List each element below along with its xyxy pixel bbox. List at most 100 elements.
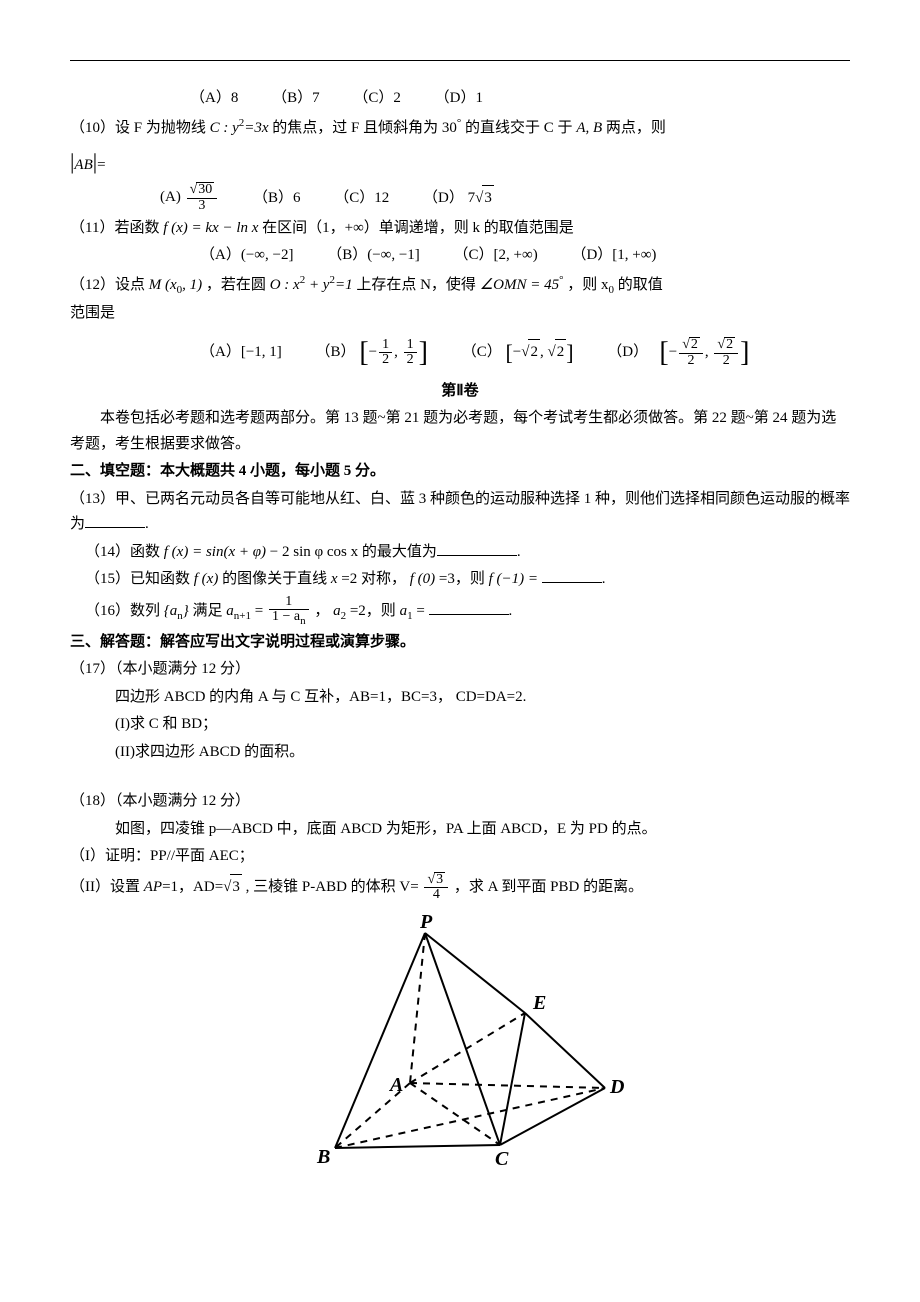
q10-a-den: 3 (187, 199, 218, 214)
q15-fm1: f (−1) = (489, 571, 538, 587)
q12-dr: 2 (724, 337, 735, 353)
q11-options: （A）(−∞, −2] （B）(−∞, −1] （C）[2, +∞) （D）[1… (70, 243, 850, 269)
fig-label-c: C (495, 1148, 509, 1170)
q17-c: (I)求 C 和 BD； (70, 712, 850, 738)
q10-pts: A, B (576, 120, 602, 136)
q18-b: 如图，四凌锥 p—ABCD 中，底面 ABCD 为矩形，PA 上面 ABCD，E… (70, 817, 850, 843)
q16-a: （16）数列 (85, 603, 160, 619)
q12-t3: 上存在点 N，使得 (356, 277, 476, 293)
q12-opt-b: （B） [−12, 12] (316, 329, 428, 377)
q18-d: （II）设置 AP=1，AD=√3 , 三棱锥 P-ABD 的体积 V= √3 … (70, 872, 850, 903)
q9-opt-c: （C）2 (353, 86, 401, 112)
q10-t4: 两点，则 (606, 120, 666, 136)
q15-b: 的图像关于直线 (222, 571, 327, 587)
q16-np1: n+1 (234, 610, 251, 622)
q12-c-lead: （C） (462, 344, 502, 360)
q13-stem: （13）甲、已两名元动员各自等可能地从红、白、蓝 3 种颜色的运动服种选择 1 … (70, 491, 850, 533)
q9-options: （A）8 （B）7 （C）2 （D）1 (70, 86, 850, 112)
q13-blank (85, 512, 145, 528)
q10-eq: = (97, 157, 105, 173)
q15-f0: f (0) (410, 571, 435, 587)
q11-opt-a: （A）(−∞, −2] (200, 243, 293, 269)
q14: （14）函数 f (x) = sin(x + φ) − 2 sin φ cos … (70, 540, 850, 566)
q12-br2: 2 (404, 353, 417, 368)
q11-opt-c: （C）[2, +∞) (454, 243, 538, 269)
q12-bl: 1 (379, 338, 392, 354)
q9-opt-d: （D）1 (435, 86, 483, 112)
q16-an2: } (183, 603, 189, 619)
q12-t4: ，则 x (567, 277, 608, 293)
q15-f: f (x) (194, 571, 219, 587)
q10-a-frac: √30 3 (187, 182, 218, 213)
q12-opt-d: （D） [−√22, √22] (607, 329, 749, 377)
q15-x: x (331, 571, 338, 587)
q12-stem2: 范围是 (70, 301, 850, 327)
q17-d: (II)求四边形 ABCD 的面积。 (70, 740, 850, 766)
q11-t2: 在区间（1，+∞）单调递增，则 k 的取值范围是 (262, 220, 574, 236)
q16-den: 1 − a (272, 609, 300, 624)
q12-opt-a: （A）[−1, 1] (200, 340, 282, 366)
q16-c: ， (314, 603, 329, 619)
q10-a-num: 30 (196, 182, 214, 198)
q10-stem: （10）设 F 为抛物线 C : y2=3x 的焦点，过 F 且倾斜角为 30°… (70, 114, 850, 142)
q12-bl2: 2 (379, 353, 392, 368)
q17-a: （17）（本小题满分 12 分） (70, 657, 850, 683)
q10-angle: 30 (442, 120, 457, 136)
q12-stem: （12）设点 M (x0, 1) ，若在圆 O : x2 + y2=1 上存在点… (70, 271, 850, 300)
q16-den-n: n (300, 615, 306, 627)
q12-o2: + y (305, 277, 329, 293)
q15-c: =2 对称， (341, 571, 406, 587)
q18-d1: （II）设置 (70, 879, 144, 895)
q12-o3: =1 (335, 277, 353, 293)
q10-opt-a: (A) √30 3 (160, 182, 219, 213)
q10-d-val: 7 (468, 190, 476, 206)
q15-a: （15）已知函数 (85, 571, 190, 587)
fig-label-b: B (316, 1146, 330, 1168)
q12-ang: ∠OMN = 45 (480, 277, 559, 293)
q16-e: = (416, 603, 424, 619)
q10-curve: C : y (210, 120, 239, 136)
pyramid-figure: P A B C D E (295, 913, 625, 1173)
q18-a: （18）（本小题满分 12 分） (70, 789, 850, 815)
q12-dr2: 2 (714, 354, 738, 369)
q14-blank (437, 540, 517, 556)
q11-opt-b: （B）(−∞, −1] (327, 243, 420, 269)
q16-s2: 2 (341, 610, 347, 622)
q16: （16）数列 {an} 满足 an+1 = 1 1 − an ， a2 =2，则… (70, 595, 850, 628)
q18-d2: =1，AD= (162, 879, 223, 895)
q12-o: O : x (270, 277, 300, 293)
part2-title: 第Ⅱ卷 (70, 379, 850, 405)
q12-dl: 2 (689, 337, 700, 353)
q10-options: (A) √30 3 （B）6 （C）12 （D） 7√3 (70, 182, 850, 213)
q11-fx: f (x) = kx − ln x (163, 220, 258, 236)
q12-x0: 0 (609, 284, 615, 296)
q12-m2: , 1) (182, 277, 202, 293)
fig-label-e: E (532, 992, 546, 1014)
q12-opt-c: （C） [−√2, √2] (462, 334, 574, 371)
q10-ab: |AB|= (70, 143, 850, 180)
q15-d: =3，则 (439, 571, 485, 587)
q12-t5: 的取值 (618, 277, 663, 293)
q10-opt-d: （D） 7√3 (423, 185, 494, 212)
q9-opt-a: （A）8 (190, 86, 238, 112)
q14-a: （14）函数 (85, 544, 160, 560)
q12-b-lead: （B） (316, 344, 356, 360)
q9-opt-b: （B）7 (272, 86, 320, 112)
q10-opt-b: （B）6 (253, 186, 301, 212)
q12-d-lead: （D） (607, 344, 648, 360)
q11-stem: （11）若函数 f (x) = kx − ln x 在区间（1，+∞）单调递增，… (70, 216, 850, 242)
q12-cl: 2 (528, 339, 540, 366)
q16-b: 满足 (193, 603, 223, 619)
q13: （13）甲、已两名元动员各自等可能地从红、白、蓝 3 种颜色的运动服种选择 1 … (70, 487, 850, 538)
q12-options: （A）[−1, 1] （B） [−12, 12] （C） [−√2, √2] （… (70, 329, 850, 377)
q12-t2: ，若在圆 (206, 277, 266, 293)
q18-vnum: 3 (434, 872, 445, 888)
q17-b: 四边形 ABCD 的内角 A 与 C 互补，AB=1，BC=3， CD=DA=2… (70, 685, 850, 711)
q10-d-lead: （D） (423, 190, 464, 206)
q10-opt-c: （C）12 (334, 186, 389, 212)
q16-frac: 1 1 − an (269, 595, 309, 628)
q18-c: （I）证明：PP//平面 AEC； (70, 844, 850, 870)
fig-label-d: D (609, 1076, 624, 1098)
q16-an: {a (164, 603, 178, 619)
fig-label-p: P (419, 913, 433, 933)
